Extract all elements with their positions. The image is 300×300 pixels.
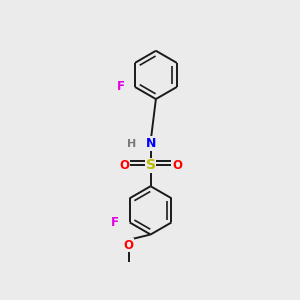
Text: F: F — [111, 216, 119, 229]
Text: O: O — [119, 159, 129, 172]
Text: H: H — [127, 139, 136, 148]
Text: O: O — [172, 159, 182, 172]
Text: F: F — [117, 80, 125, 94]
Text: N: N — [146, 137, 156, 150]
Text: S: S — [146, 158, 156, 172]
Text: O: O — [124, 238, 134, 252]
